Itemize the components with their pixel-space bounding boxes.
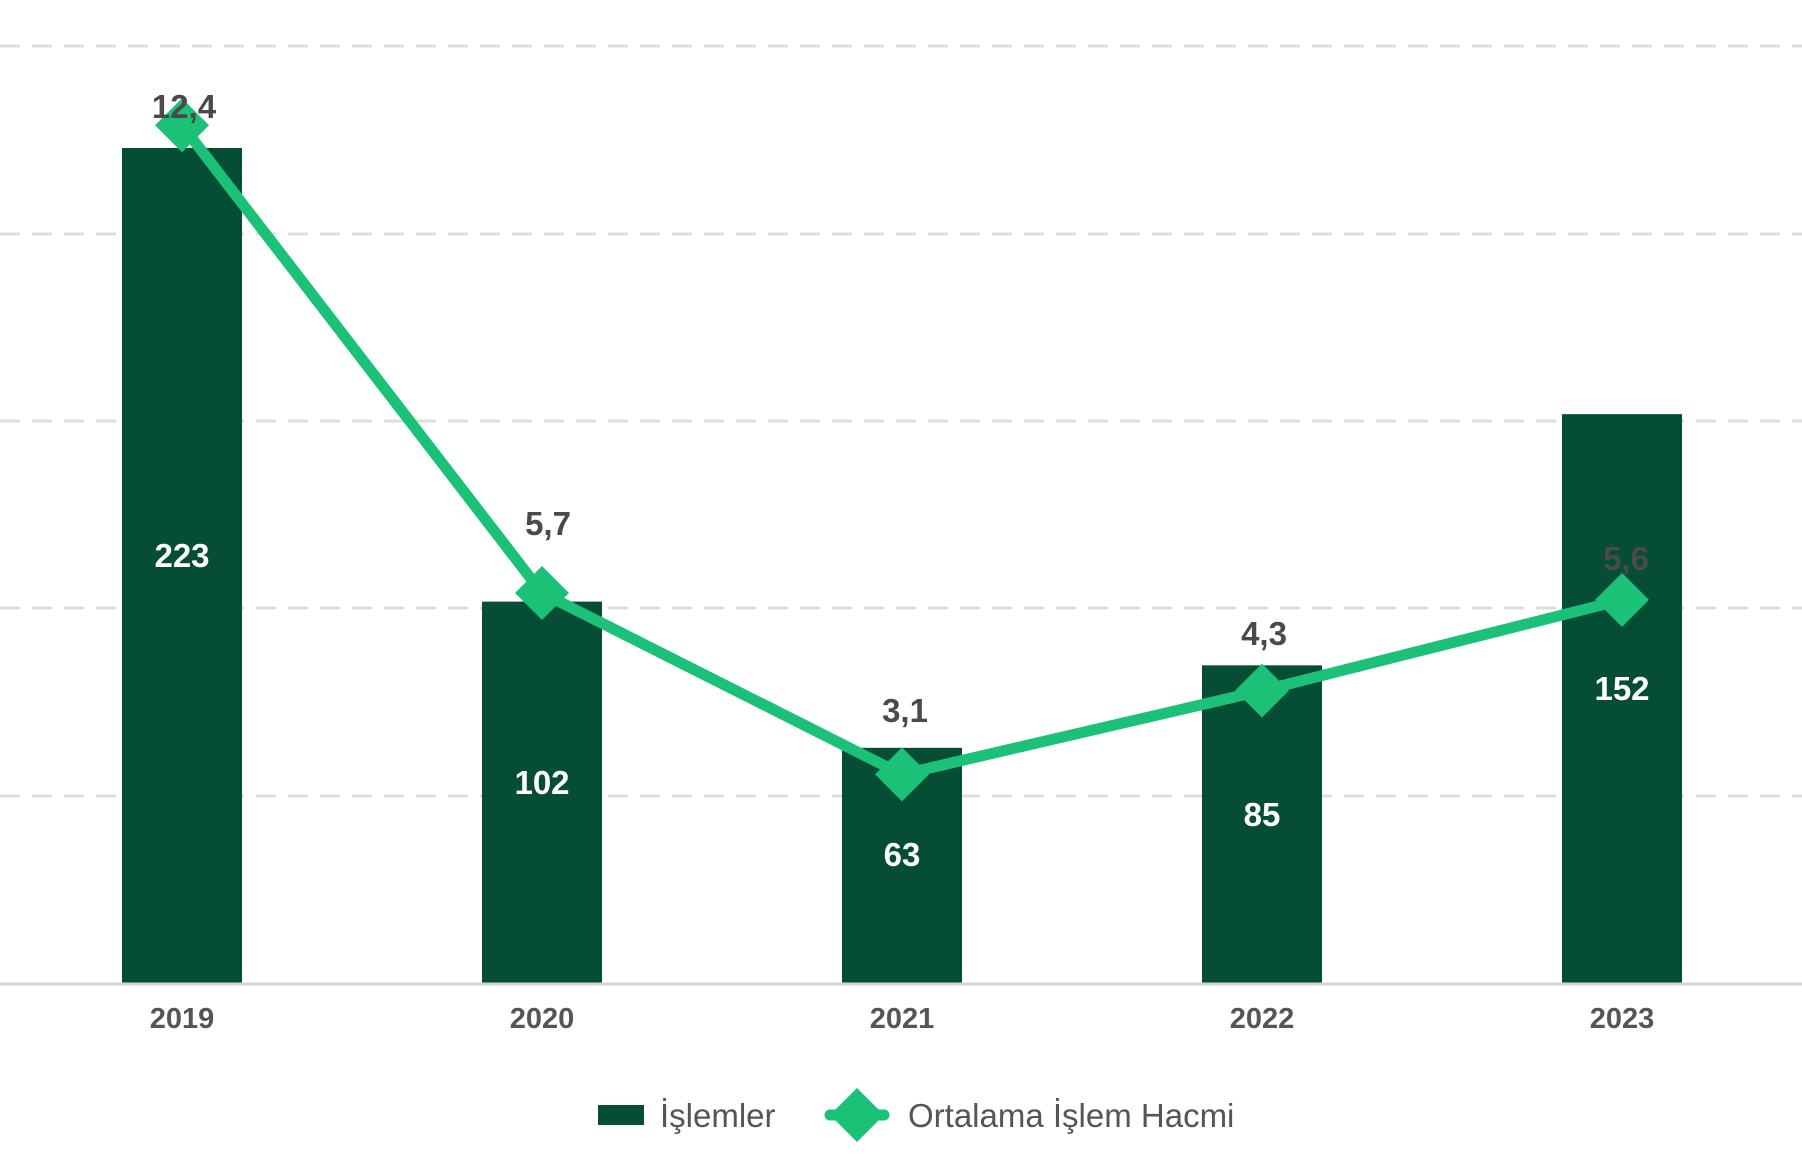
line-value-label: 12,4 [152, 88, 217, 125]
line-series [155, 98, 1649, 802]
x-tick-label: 2020 [510, 1003, 575, 1035]
diamond-marker [875, 747, 929, 802]
bar-value-label: 102 [514, 764, 569, 801]
x-tick-label: 2021 [870, 1003, 935, 1035]
x-axis-tick-labels: 2019 2020 2021 2022 2023 [150, 1003, 1655, 1035]
series-line [176, 119, 1628, 781]
diamond-marker [515, 565, 569, 620]
diamond-marker [1235, 663, 1289, 718]
x-tick-label: 2023 [1590, 1003, 1655, 1035]
diamond-marker [1595, 572, 1649, 627]
bar [1202, 665, 1322, 984]
bar-value-label: 152 [1594, 670, 1649, 707]
bar [482, 601, 602, 984]
bar [122, 148, 242, 984]
x-tick-label: 2019 [150, 1003, 215, 1035]
line-value-label: 4,3 [1241, 615, 1287, 652]
legend-bar-swatch [598, 1105, 644, 1125]
diamond-marker [155, 98, 209, 153]
legend-item-bars: İşlemler [598, 1097, 776, 1134]
legend-item-line: Ortalama İşlem Hacmi [824, 1088, 1234, 1142]
bar-value-labels: 223 102 63 85 152 [154, 537, 1649, 873]
legend-diamond-marker-icon [830, 1088, 884, 1142]
legend-line-label: Ortalama İşlem Hacmi [908, 1097, 1234, 1134]
bar-series [122, 148, 1682, 984]
legend-bar-label: İşlemler [660, 1097, 776, 1134]
line-value-label: 5,6 [1603, 540, 1649, 577]
line-value-labels: 12,4 5,7 3,1 4,3 5,6 [152, 88, 1649, 729]
line-value-label: 3,1 [882, 692, 928, 729]
bar-value-label: 85 [1244, 796, 1281, 833]
legend: İşlemler Ortalama İşlem Hacmi [598, 1088, 1234, 1142]
bar [1562, 414, 1682, 984]
line-value-label: 5,7 [525, 505, 571, 542]
bar-value-label: 223 [154, 537, 209, 574]
x-tick-label: 2022 [1230, 1003, 1295, 1035]
gridlines [0, 44, 1802, 798]
bar-value-label: 63 [884, 836, 921, 873]
